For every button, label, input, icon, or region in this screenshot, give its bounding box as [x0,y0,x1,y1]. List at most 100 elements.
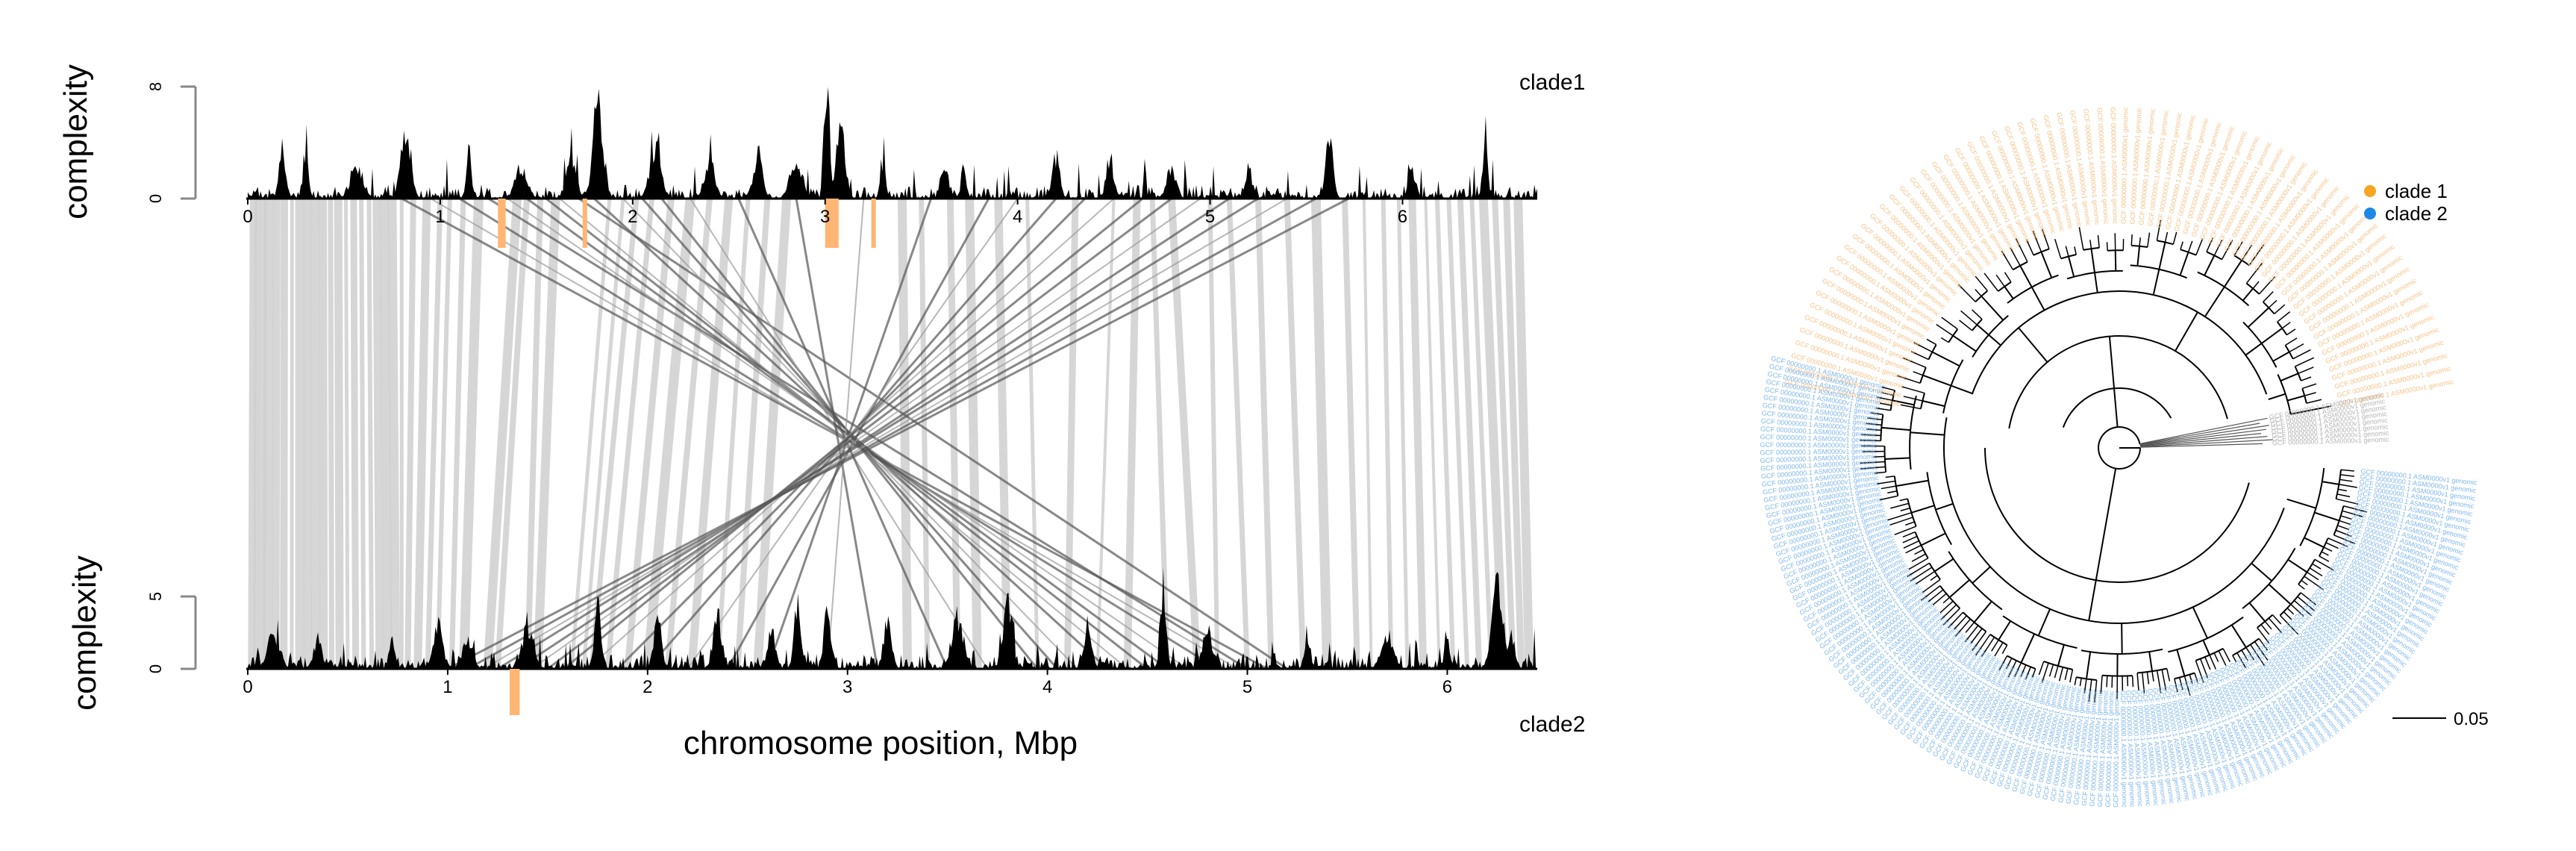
tree-branch [1954,618,1972,637]
top-track-label: clade1 [1519,70,1585,95]
synteny-inverted-link [826,198,865,670]
tree-branch [2257,627,2270,643]
tree-branch [1983,272,1999,292]
tree-branch [1902,357,1927,368]
tree-branch [2260,624,2270,635]
tree-branch [1907,562,1930,577]
synteny-inverted-link [466,197,1317,670]
synteny-link [1149,198,1170,670]
top-x-tick-label: 2 [628,207,637,227]
legend-dot-clade1 [2364,185,2376,197]
tree-branch [2339,520,2351,526]
tree-branch [2319,555,2330,562]
tree-branch [2164,231,2169,243]
synteny-link [1434,198,1456,670]
tree-branch [2180,241,2183,250]
tree-branch [2136,246,2141,266]
synteny-link [448,198,466,670]
tree-branch [1885,476,1895,479]
tree-leaf-label: GCF 00000000.1 ASM0000v1 genomic [2112,690,2120,807]
tree-branch-arc [2130,264,2188,279]
tree-branch [2018,327,2048,363]
tree-branch [2038,661,2045,676]
synteny-inverted-link [546,197,1172,670]
tree-branch [2040,252,2053,278]
tree-branch [1936,323,1954,337]
tree-branch [1935,502,1954,511]
tree-branch [2337,525,2350,531]
tree-branch-arc [1948,551,2003,611]
tree-branch [2058,667,2064,682]
legend-label-clade1: clade 1 [2385,180,2448,202]
tree-branch [2242,287,2254,302]
top-highlight [825,199,839,248]
synteny-link [1342,198,1360,670]
synteny-link [483,198,522,670]
tree-branch [2054,665,2059,679]
synteny-link [334,198,344,670]
tree-branch [1922,400,1945,408]
tree-branch [1860,461,1886,464]
tree-branch [2290,604,2304,617]
tree-branch [2339,484,2357,488]
top-y-axis-label: complexity [57,64,94,219]
synteny-inverted-link [497,197,1259,670]
tree-branch [1933,558,1954,573]
tree-branch [1879,495,1898,501]
tree-branch [2302,383,2317,390]
tree-branch [1948,611,1964,629]
synteny-link [328,198,335,670]
synteny-link [372,198,384,670]
tree-branch [1998,655,2008,671]
tree-branch-arc [2197,271,2250,307]
synteny-link [387,198,401,670]
synteny-link [253,198,260,670]
synteny-inverted-link [545,197,1148,670]
tree-branch [2202,640,2210,655]
synteny-inverted-link [447,197,1349,670]
tree-branch [1939,600,1954,614]
tree-branch [2139,417,2268,445]
tree-branch [2136,673,2139,691]
tree-branch [2174,679,2178,693]
tree-branch [1932,593,1947,605]
tree-branch-arc [1928,344,1937,361]
tree-branch [1920,585,1941,602]
tree-branch [1902,531,1916,538]
tree-branch-arc [2242,547,2296,609]
tree-branch [2206,237,2213,252]
tree-branch [1890,502,1909,509]
tree-branch [1957,284,1976,302]
tree-branch [2268,299,2278,308]
tree-branch [2139,436,2268,447]
tree-branch [2004,286,2014,299]
tree-branch [1913,371,1924,376]
tree-branch-arc [1893,476,1899,496]
tree-branch [2161,669,2167,691]
tree-branch-arc [2319,537,2329,557]
tree-branch [2241,649,2249,661]
bottom-x-ticks: 0 1 2 3 4 5 6 [243,669,1452,697]
tree-branch [2189,674,2193,685]
tree-branch [1914,549,1924,555]
tree-branch [2281,322,2291,329]
synteny-link [715,198,751,670]
tree-branch [1903,396,1923,402]
tree-branch [1900,507,1910,511]
tree-branch [2314,511,2339,522]
tree-branch [1930,575,1938,582]
tree-branch [2309,567,2323,577]
synteny-inverted-link [516,197,1231,670]
synteny-link [1469,198,1494,670]
synteny-link [404,198,416,670]
tree-branch [2248,244,2265,266]
synteny-link [1396,198,1410,670]
synteny-link [1457,198,1483,670]
tree-branch [1954,615,1967,630]
tree-branch-arc [2299,467,2325,546]
tree-branch [2322,481,2339,485]
tree-branch [1870,412,1883,416]
tree-branch [2020,633,2036,664]
top-y-tick-label-0: 0 [146,194,165,203]
